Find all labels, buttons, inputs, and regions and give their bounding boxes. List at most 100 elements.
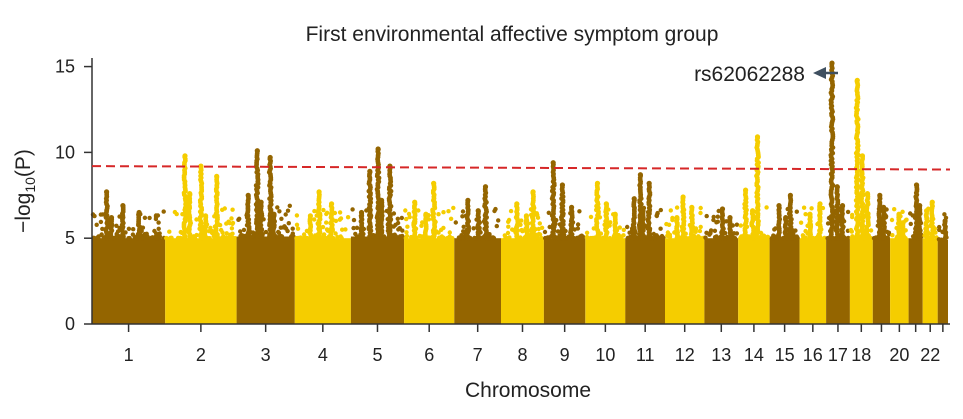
lead-snp-annotation: rs62062288 (694, 63, 838, 86)
peak-top-point (307, 213, 313, 219)
peak-top-point (776, 203, 782, 209)
peak-top-point (379, 197, 385, 203)
chromosome-9-points (542, 160, 586, 324)
chromosome-23-bulk (937, 239, 948, 324)
peak-top-point (603, 201, 609, 207)
snp-point (575, 222, 581, 227)
snp-point (399, 215, 404, 221)
snp-point (131, 227, 136, 232)
peak-top-point (877, 192, 883, 198)
snp-point (322, 232, 327, 237)
snp-point (661, 235, 666, 241)
snp-point (656, 235, 662, 241)
peak-top-point (423, 211, 429, 217)
x-tick-label: 2 (196, 345, 206, 365)
snp-point (708, 228, 714, 233)
snp-point (224, 221, 229, 226)
snp-point (153, 231, 159, 236)
snp-point (156, 220, 161, 225)
snp-point (305, 236, 310, 241)
snp-point (282, 224, 287, 229)
snp-point (115, 229, 121, 234)
chromosome-3-points (236, 148, 296, 324)
snp-point (803, 212, 808, 217)
snp-point (333, 218, 339, 224)
snp-point (98, 212, 104, 217)
chromosome-15-points (769, 192, 800, 324)
snp-point (441, 210, 446, 215)
snp-point (518, 236, 523, 241)
snp-point (537, 221, 542, 226)
snp-point (908, 211, 913, 216)
peak-top-point (530, 189, 536, 195)
x-tick-label: 18 (851, 345, 871, 365)
chromosome-6-bulk (404, 238, 455, 324)
peak-top-point (214, 173, 220, 179)
chromosome-23-points (936, 212, 949, 324)
snp-point (651, 231, 656, 237)
x-tick-label: 17 (828, 345, 848, 365)
peak-top-point (743, 187, 749, 193)
snp-point (287, 203, 292, 208)
x-tick-label: 8 (517, 345, 527, 365)
peak-top-point (913, 182, 920, 188)
snp-point (703, 235, 708, 240)
snp-point (126, 236, 131, 241)
peak-top-point (203, 213, 209, 219)
snp-point (937, 227, 942, 233)
snp-point (619, 234, 624, 239)
chart-title: First environmental affective symptom gr… (306, 23, 719, 46)
snp-point (714, 220, 719, 225)
x-tick-label: 13 (711, 345, 731, 365)
chromosome-3-bulk (236, 236, 295, 324)
snp-point (403, 235, 409, 241)
snp-point (539, 235, 544, 241)
snp-point (461, 224, 466, 229)
peak-top-point (680, 194, 686, 200)
snp-point (668, 208, 673, 213)
peak-top-point (859, 153, 866, 159)
chromosome-14-points (738, 134, 771, 324)
peak-top-point (254, 148, 260, 154)
peak-top-point (640, 208, 646, 214)
snp-point (94, 222, 99, 227)
snp-point (459, 233, 464, 238)
peak-top-point (917, 203, 923, 209)
chromosome-16-bulk (799, 238, 826, 324)
peak-top-point (881, 204, 887, 210)
snp-point (654, 213, 659, 218)
peak-top-point (854, 77, 860, 83)
chromosome-16-points (798, 201, 827, 324)
snp-point (445, 236, 450, 241)
snp-point (446, 209, 451, 214)
chromosome-14-bulk (738, 238, 770, 324)
snp-point (846, 235, 851, 241)
snp-point (406, 211, 412, 217)
snp-point (890, 233, 895, 238)
snp-point (547, 224, 552, 230)
snp-point (207, 229, 212, 234)
x-tick-label: 20 (889, 345, 909, 365)
lead-snp-label: rs62062288 (694, 63, 805, 86)
peak-top-point (924, 208, 930, 214)
peak-top-point (550, 160, 556, 166)
chromosome-19-points (871, 192, 892, 324)
snp-point (99, 232, 104, 238)
peak-top-point (465, 197, 471, 203)
snp-point (194, 232, 199, 238)
snp-point (798, 220, 804, 225)
snp-point (658, 226, 663, 231)
peak-top-point (594, 180, 601, 186)
chromosome-1-points (90, 189, 167, 324)
peak-top-point (689, 204, 695, 210)
chromosome-13-points (703, 206, 740, 324)
snp-point (351, 217, 357, 223)
chromosome-12-bulk (665, 238, 705, 324)
peak-top-point (108, 215, 115, 221)
x-tick-label: 1 (124, 345, 134, 365)
snp-point (440, 235, 445, 240)
snp-point (764, 205, 769, 210)
significance-threshold-line (91, 165, 951, 171)
snp-point (236, 217, 241, 222)
